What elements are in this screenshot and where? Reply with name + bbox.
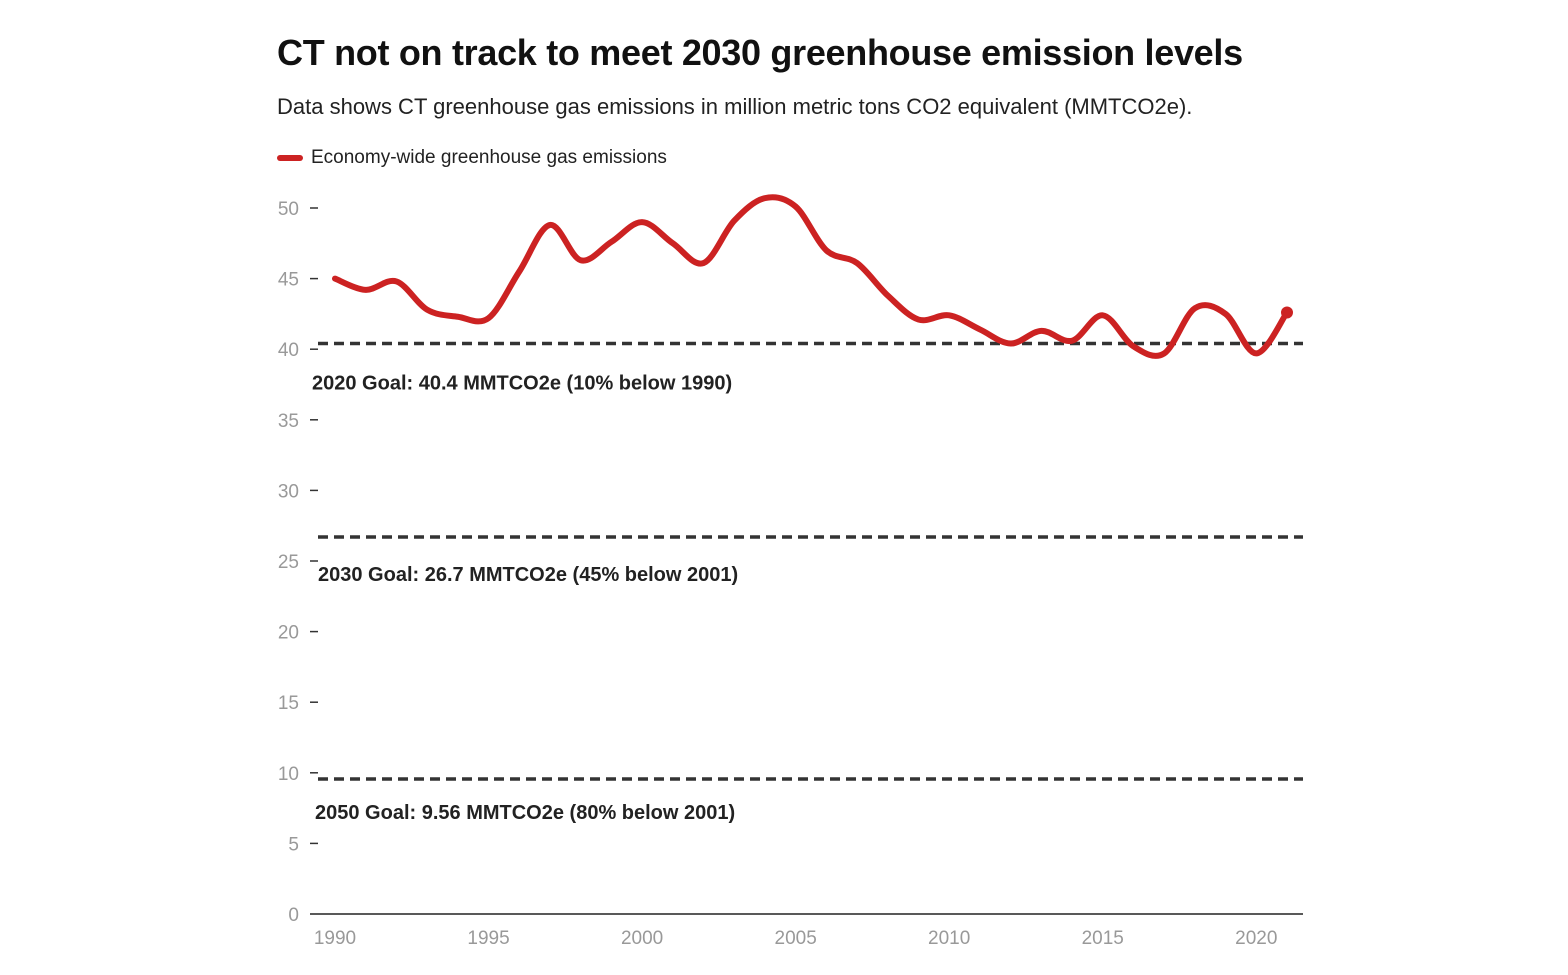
- y-tick-label: 35: [278, 411, 299, 432]
- x-tick-label: 1990: [314, 928, 356, 949]
- y-tick-label: 5: [288, 834, 299, 855]
- x-tick-label: 2005: [775, 928, 817, 949]
- x-tick-label: 1995: [467, 928, 509, 949]
- goal-label: 2020 Goal: 40.4 MMTCO2e (10% below 1990): [312, 373, 732, 395]
- y-tick-label: 10: [278, 764, 299, 785]
- legend-swatch: [277, 155, 303, 161]
- y-tick-label: 15: [278, 693, 299, 714]
- y-tick-label: 30: [278, 481, 299, 502]
- legend-label: Economy-wide greenhouse gas emissions: [311, 147, 667, 168]
- y-tick-label: 40: [278, 340, 299, 361]
- data-point: [1281, 306, 1293, 319]
- y-tick-label: 25: [278, 552, 299, 573]
- x-tick-label: 2000: [621, 928, 663, 949]
- x-tick-label: 2020: [1235, 928, 1277, 949]
- legend: Economy-wide greenhouse gas emissions: [277, 147, 667, 169]
- emissions-line: [332, 194, 1290, 359]
- x-tick-label: 2015: [1082, 928, 1124, 949]
- chart-title: CT not on track to meet 2030 greenhouse …: [277, 32, 1243, 73]
- x-tick-label: 2010: [928, 928, 970, 949]
- y-tick-label: 50: [278, 199, 299, 220]
- chart-subtitle: Data shows CT greenhouse gas emissions i…: [277, 94, 1193, 119]
- goal-label: 2050 Goal: 9.56 MMTCO2e (80% below 2001): [315, 802, 735, 824]
- y-tick-label: 0: [288, 905, 299, 926]
- y-tick-label: 20: [278, 623, 299, 644]
- goal-label: 2030 Goal: 26.7 MMTCO2e (45% below 2001): [318, 564, 738, 586]
- y-tick-label: 45: [278, 270, 299, 291]
